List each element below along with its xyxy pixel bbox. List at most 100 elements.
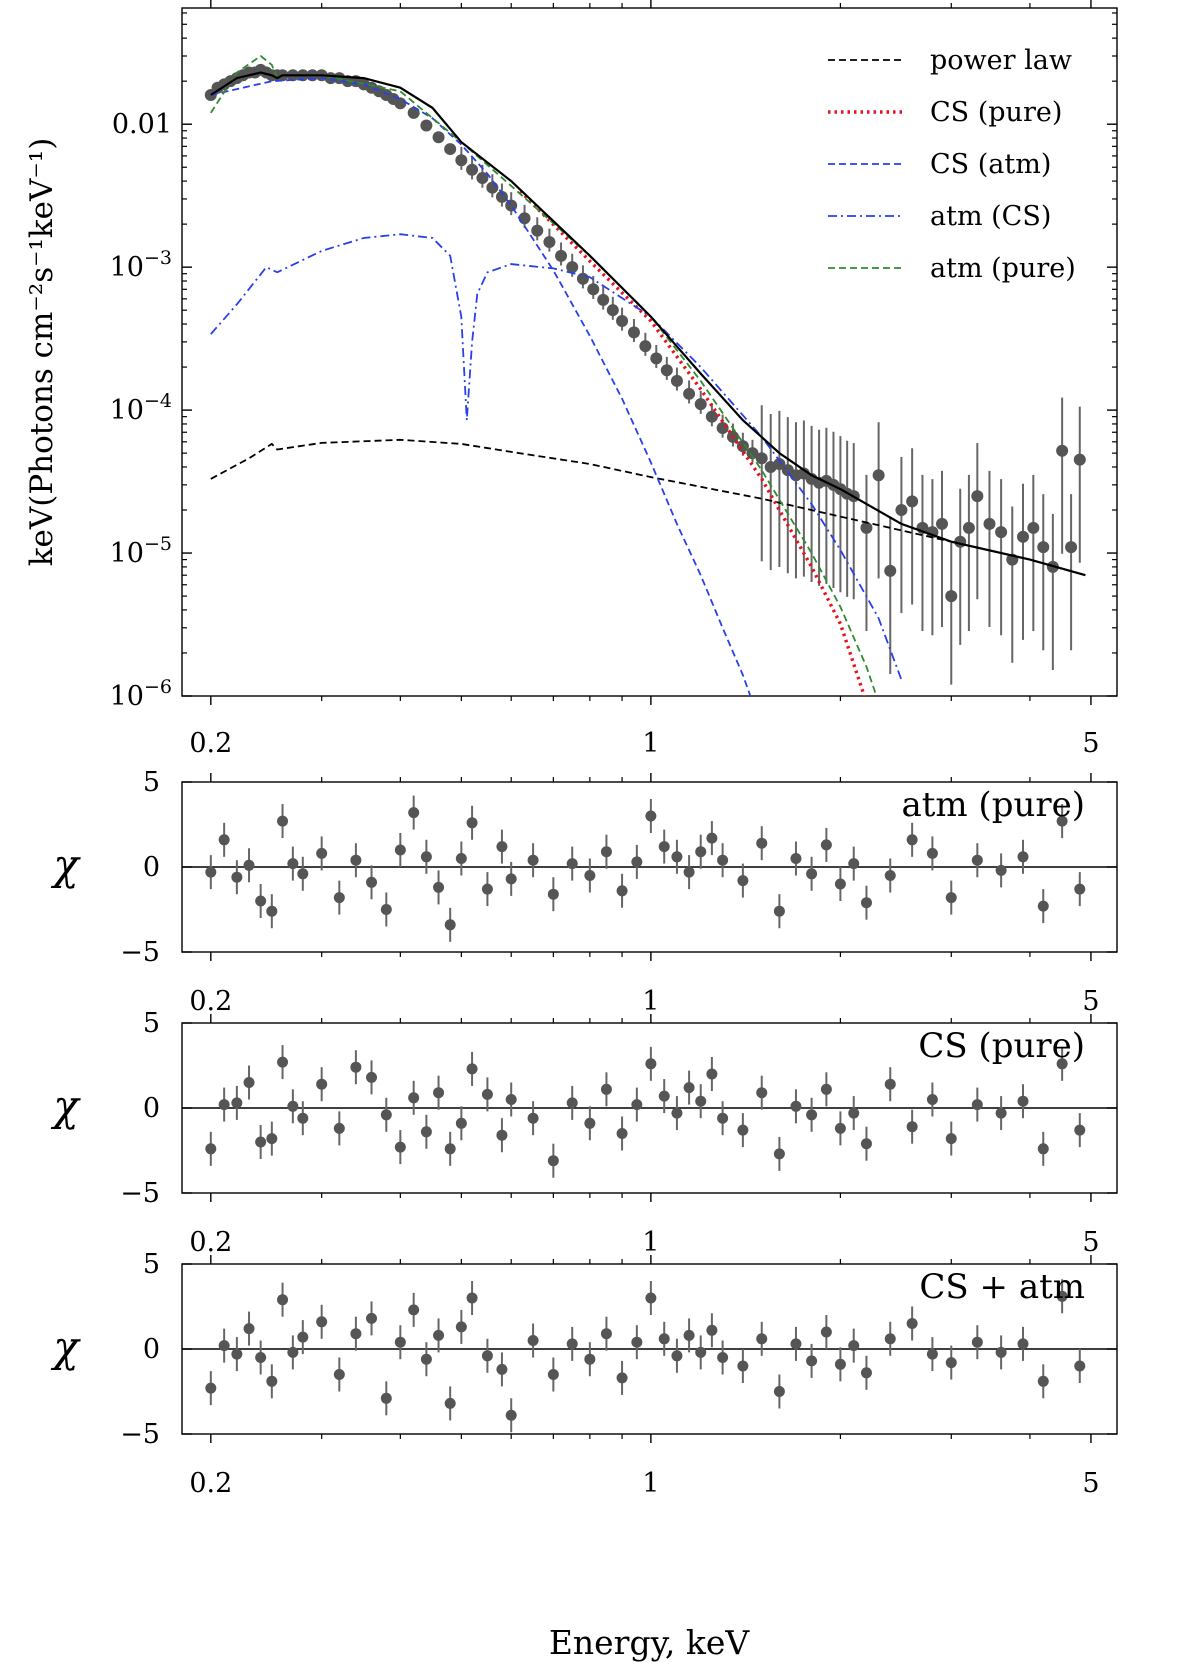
residual-point: [455, 1117, 467, 1129]
residual-point: [333, 1122, 345, 1134]
data-point: [755, 452, 768, 465]
residual-point: [350, 854, 362, 866]
residual-point: [466, 817, 478, 829]
y-tick-base: 10: [110, 681, 144, 712]
panel-annotation: CS (pure): [918, 1026, 1085, 1066]
x-tick-label: 5: [1082, 1468, 1099, 1499]
residual-point: [1037, 900, 1049, 912]
residual-point: [297, 1112, 309, 1124]
legend: power law CS (pure) CS (atm) atm (CS) atm (p…: [828, 45, 1076, 284]
data-point: [555, 249, 568, 262]
y-tick-label: 10−3: [110, 247, 172, 283]
data-point: [531, 224, 544, 237]
residual-point: [773, 905, 785, 917]
residual-point: [255, 1136, 267, 1148]
residual-point: [481, 883, 493, 895]
plot-area: [205, 1045, 1086, 1178]
data-point: [872, 469, 885, 482]
residual-point: [1037, 1375, 1049, 1387]
data-point: [895, 504, 908, 517]
residual-point: [455, 853, 467, 864]
residual-panel-atm-pure: 5 0 −5 0.2 1 5 χ atm (pure): [50, 767, 1118, 1017]
residual-point: [527, 1112, 539, 1124]
series-line-total-model: [210, 71, 1086, 577]
residual-point: [756, 1087, 768, 1099]
residual-point: [277, 815, 289, 827]
residual-point: [790, 1100, 802, 1112]
x-tick-label: 1: [642, 1468, 659, 1499]
residual-point: [645, 1292, 657, 1304]
residual-point: [820, 1083, 832, 1095]
residual-point: [433, 1329, 445, 1341]
y-tick-base: 10: [110, 252, 144, 283]
y-tick-label: −5: [120, 1419, 160, 1450]
data-point: [995, 526, 1008, 539]
residual-point: [926, 847, 938, 859]
legend-label: atm (CS): [930, 201, 1051, 232]
data-point: [455, 154, 468, 167]
data-point: [420, 119, 433, 132]
residual-point: [420, 851, 432, 863]
residual-point: [277, 1056, 289, 1068]
residual-point: [906, 1318, 918, 1329]
residual-point: [316, 1316, 328, 1328]
x-axis-label: Energy, keV: [549, 1623, 751, 1662]
data-point: [627, 326, 640, 339]
residual-point: [616, 1128, 628, 1139]
residual-point: [600, 846, 612, 858]
residual-point: [706, 1068, 718, 1080]
data-point: [683, 387, 696, 400]
data-point: [566, 261, 579, 274]
residual-point: [717, 1112, 729, 1124]
residual-point: [995, 1107, 1007, 1119]
residual-point: [1056, 1058, 1068, 1070]
residual-point: [380, 1392, 392, 1404]
data-point: [1017, 530, 1030, 543]
plot-frame: [181, 7, 1118, 697]
residual-point: [566, 1097, 578, 1109]
data-point: [971, 490, 984, 503]
residual-point: [1074, 883, 1086, 895]
y-axis-label: keV(Photons cm⁻²s⁻¹keV⁻¹): [24, 138, 60, 567]
residual-point: [243, 1323, 255, 1335]
residual-point: [971, 1099, 983, 1111]
residual-point: [231, 1097, 243, 1109]
data-point: [432, 131, 445, 144]
y-tick-label: 5: [143, 1008, 160, 1039]
residual-point: [287, 1100, 299, 1112]
residual-point: [316, 847, 328, 859]
y-tick-label: −5: [120, 937, 160, 968]
residual-point: [527, 1335, 539, 1346]
residual-point: [333, 1369, 345, 1380]
data-point: [773, 457, 786, 470]
residual-point: [547, 888, 559, 900]
y-tick-exponent: −6: [144, 676, 172, 698]
x-tick-label: 5: [1082, 728, 1099, 759]
residual-point: [266, 905, 278, 917]
legend-label: power law: [930, 45, 1072, 76]
x-tick-label: 5: [1082, 986, 1099, 1017]
data-point: [486, 181, 499, 194]
residual-point: [737, 1360, 749, 1372]
y-tick-label: 5: [143, 1249, 160, 1280]
residual-point: [333, 892, 345, 904]
residual-point: [394, 1141, 406, 1153]
residual-point: [884, 1078, 896, 1090]
residual-point: [820, 839, 832, 851]
residual-point: [205, 1143, 217, 1155]
residual-point: [706, 1324, 718, 1336]
residual-point: [995, 1346, 1007, 1358]
x-tick-label: 0.2: [189, 986, 232, 1017]
residual-point: [1017, 1338, 1029, 1350]
residual-point: [860, 1138, 872, 1150]
residual-point: [806, 1109, 818, 1121]
residual-point: [1056, 1290, 1068, 1302]
residual-point: [408, 1092, 420, 1104]
residual-point: [420, 1126, 432, 1138]
plot-area: [205, 1279, 1086, 1433]
residual-point: [631, 1099, 643, 1111]
residual-point: [297, 868, 309, 880]
residual-point: [631, 1336, 643, 1348]
residual-point: [496, 1363, 508, 1375]
data-point: [394, 97, 407, 110]
